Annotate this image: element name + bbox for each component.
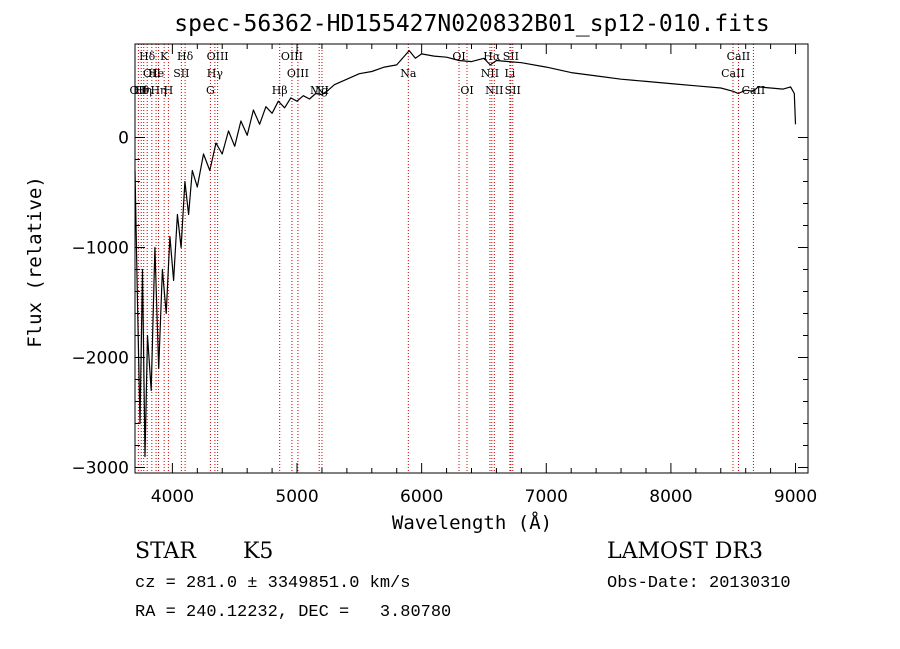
line-label-8: H: [164, 84, 174, 97]
x-tick-label-6000: 6000: [400, 487, 443, 507]
line-label-27: SII: [505, 84, 521, 97]
axis-ticks: 4000 5000 6000 7000 8000 9000 0 −1000 −2000 −3000: [71, 44, 817, 507]
spectrum-trace: [134, 50, 797, 458]
line-label-1: Hθ: [133, 84, 150, 97]
y-tick-label--3000: −3000: [71, 459, 129, 479]
spectrum-line: [134, 50, 797, 458]
line-label-2: Hη: [136, 84, 152, 97]
x-tick-label-9000: 9000: [774, 487, 817, 507]
y-tick-label-0: 0: [118, 129, 129, 149]
object-class: STAR: [135, 539, 196, 564]
line-label-6: Hη: [150, 84, 166, 97]
redshift-readout: cz = 281.0 ± 3349851.0 km/s: [135, 574, 411, 593]
y-tick-label--1000: −1000: [71, 239, 129, 259]
coordinates-readout: RA = 240.12232, DEC = 3.80780: [135, 603, 452, 622]
line-label-15: OIII: [281, 50, 303, 63]
line-label-16: OIII: [287, 67, 309, 80]
x-tick-label-5000: 5000: [275, 487, 318, 507]
line-label-24: NII: [485, 84, 503, 97]
y-tick-label--2000: −2000: [71, 349, 129, 369]
x-tick-label-7000: 7000: [525, 487, 568, 507]
plot-frame: [134, 43, 809, 474]
line-label-21: OI: [460, 84, 473, 97]
line-label-0: OII: [130, 84, 148, 97]
x-tick-label-8000: 8000: [649, 487, 692, 507]
line-label-22: NII: [481, 67, 499, 80]
line-label-11: G: [206, 84, 215, 97]
x-tick-label-4000: 4000: [151, 487, 194, 507]
observation-date: Obs-Date: 20130310: [607, 574, 791, 593]
line-label-13: OIII: [207, 50, 229, 63]
line-label-12: Hγ: [207, 67, 224, 80]
line-label-25: Li: [504, 67, 515, 80]
emission-lines: OIIHθHηHδOIIHeHηKHSIIHδGHγOIIIHβOIIIOIII…: [130, 44, 765, 473]
line-label-19: Na: [400, 67, 417, 80]
chart-title: spec-56362-HD155427N020832B01_sp12-010.f…: [174, 11, 769, 37]
line-label-26: SII: [503, 50, 519, 63]
line-label-4: OII: [143, 67, 161, 80]
x-axis-label: Wavelength (Å): [392, 511, 552, 534]
line-label-10: Hδ: [177, 50, 194, 63]
line-label-23: Hα: [483, 50, 501, 63]
line-label-28: CaII: [721, 67, 745, 80]
line-label-3: Hδ: [139, 50, 156, 63]
line-label-14: Hβ: [272, 84, 288, 97]
line-label-9: SII: [173, 67, 189, 80]
survey-name: LAMOST DR3: [607, 539, 763, 564]
line-label-29: CaII: [727, 50, 751, 63]
line-label-7: K: [160, 50, 169, 63]
y-axis-label: Flux (relative): [24, 176, 46, 348]
line-label-5: He: [148, 67, 164, 80]
object-subclass: K5: [243, 539, 274, 564]
